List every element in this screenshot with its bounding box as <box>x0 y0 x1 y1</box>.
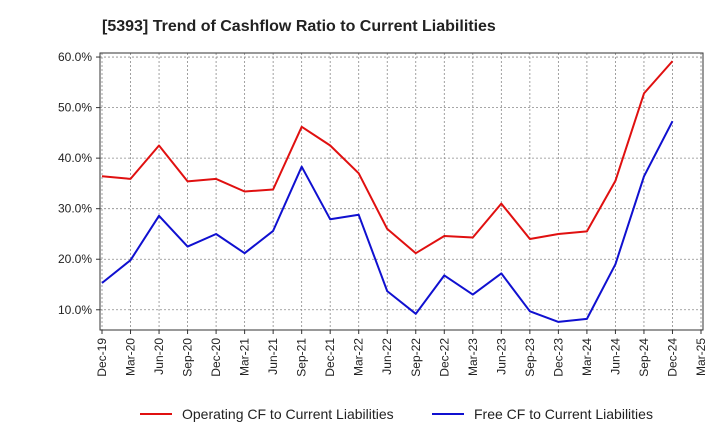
y-tick-label: 60.0% <box>58 50 92 64</box>
x-tick-label: Mar-25 <box>694 338 708 376</box>
x-tick-label: Dec-21 <box>323 338 337 377</box>
x-tick-label: Dec-20 <box>209 338 223 377</box>
x-tick-label: Mar-20 <box>124 338 138 376</box>
chart-title: [5393] Trend of Cashflow Ratio to Curren… <box>102 18 496 35</box>
legend: Operating CF to Current Liabilities Free… <box>140 406 653 422</box>
y-tick-label: 20.0% <box>58 252 92 266</box>
x-tick-label: Mar-23 <box>466 338 480 376</box>
x-tick-label: Jun-23 <box>494 338 508 375</box>
x-tick-label: Dec-23 <box>551 338 565 377</box>
x-tick-label: Mar-21 <box>238 338 252 376</box>
x-tick-label: Dec-24 <box>665 338 679 377</box>
x-tick-label: Sep-22 <box>409 338 423 377</box>
x-tick-label: Sep-21 <box>295 338 309 377</box>
x-tick-label: Jun-21 <box>266 338 280 375</box>
legend-label-free-cf: Free CF to Current Liabilities <box>474 406 653 422</box>
x-tick-label: Mar-22 <box>352 338 366 376</box>
y-axis-ticks: 10.0% 20.0% 30.0% 40.0% 50.0% 60.0% <box>58 50 100 317</box>
grid-lines <box>100 53 703 330</box>
y-tick-label: 50.0% <box>58 101 92 115</box>
x-tick-label: Dec-22 <box>437 338 451 377</box>
plot-frame <box>100 53 703 330</box>
x-axis-ticks: Dec-19 Mar-20 Jun-20 Sep-20 Dec-20 Mar-21 Jun-… <box>95 330 708 377</box>
x-tick-label: Sep-23 <box>523 338 537 377</box>
x-tick-label: Sep-20 <box>181 338 195 377</box>
y-tick-label: 30.0% <box>58 202 92 216</box>
x-tick-label: Mar-24 <box>580 338 594 376</box>
x-tick-label: Jun-20 <box>152 338 166 375</box>
x-tick-label: Sep-24 <box>637 338 651 377</box>
x-tick-label: Jun-22 <box>380 338 394 375</box>
legend-label-operating-cf: Operating CF to Current Liabilities <box>182 406 394 422</box>
y-tick-label: 10.0% <box>58 303 92 317</box>
y-tick-label: 40.0% <box>58 151 92 165</box>
x-tick-label: Jun-24 <box>608 338 622 375</box>
x-tick-label: Dec-19 <box>95 338 109 377</box>
